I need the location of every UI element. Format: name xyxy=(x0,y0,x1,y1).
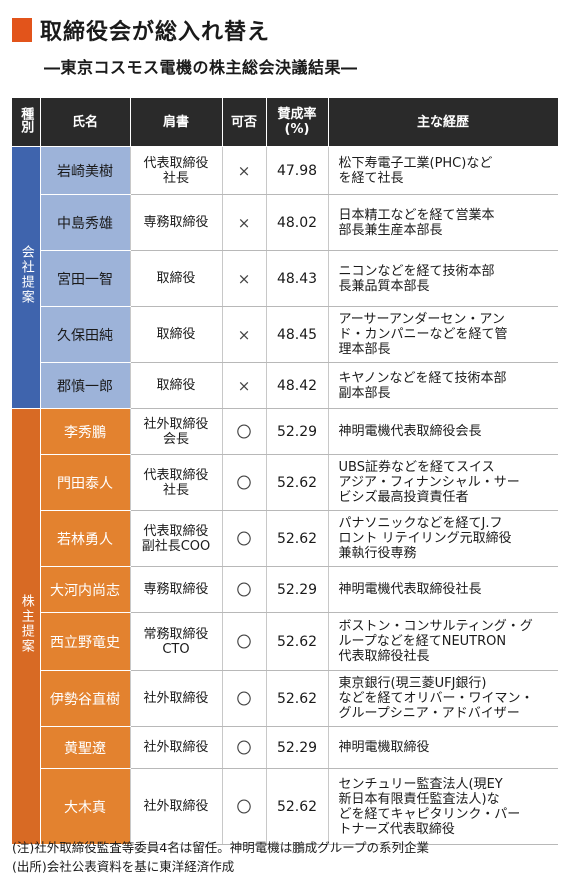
header-position: 肩書 xyxy=(130,98,223,147)
career-summary: 神明電機取締役 xyxy=(327,726,558,769)
director-name: 岩崎美樹 xyxy=(39,146,130,195)
category-company-proposal: 会社提案 xyxy=(12,146,40,409)
page-subtitle: ―東京コスモス電機の株主総会決議結果― xyxy=(44,58,358,77)
director-position: 常務取締役 CTO xyxy=(129,612,222,671)
table-row: 宮田一智 取締役 × 48.43 ニコンなどを経て技術本部 長兼品質本部長 xyxy=(12,250,558,307)
resolution-results-table: 種別 氏名 肩書 可否 賛成率 (%) 主な経歴 会社提案 岩崎美樹 代表取締役 社… xyxy=(12,98,559,845)
director-name: 門田泰人 xyxy=(39,454,130,511)
header-vote: 可否 xyxy=(222,98,267,147)
career-summary: センチュリー監査法人(現EY 新日本有限責任監査法人)な どを経てキャピタリンク… xyxy=(327,768,558,845)
career-summary: 日本精工などを経て営業本 部長兼生産本部長 xyxy=(327,194,558,251)
director-position: 取締役 xyxy=(129,306,222,363)
header-category: 種別 xyxy=(12,98,41,147)
director-name: 中島秀雄 xyxy=(39,194,130,251)
vote-result: 〇 xyxy=(221,670,266,727)
approval-rate: 52.62 xyxy=(265,768,328,845)
title-square-mark xyxy=(12,18,32,42)
director-position: 社外取締役 xyxy=(129,670,222,727)
director-name: 伊勢谷直樹 xyxy=(39,670,130,727)
table-row: 門田泰人 代表取締役 社長〇 52.62 UBS証券などを経てスイス アジア・フィナン… xyxy=(12,454,558,511)
director-name: 宮田一智 xyxy=(39,250,130,307)
table-row: 郡慎一郎 取締役 × 48.42 キヤノンなどを経て技術本部 副本部長 xyxy=(12,362,558,409)
vote-result: 〇 xyxy=(221,726,266,769)
director-position: 社外取締役 会長 xyxy=(129,408,222,455)
director-name: 大木真 xyxy=(39,768,130,845)
vote-result: 〇 xyxy=(221,454,266,511)
table-row: 西立野竜史 常務取締役 CTO 〇 52.62 ボストン・コンサルティング・グ ループな… xyxy=(12,612,558,671)
approval-rate: 52.62 xyxy=(265,612,328,671)
approval-rate: 52.62 xyxy=(265,454,328,511)
vote-result: × xyxy=(221,306,266,363)
career-summary: アーサーアンダーセン・アン ド・カンパニーなどを経て管 理本部長 xyxy=(327,306,558,363)
director-name: 西立野竜史 xyxy=(39,612,130,671)
director-name: 郡慎一郎 xyxy=(39,362,130,409)
header-name: 氏名 xyxy=(40,98,131,147)
director-position: 代表取締役 社長 xyxy=(129,146,222,195)
table-header-row: 種別 氏名 肩書 可否 賛成率 (%) 主な経歴 xyxy=(12,98,559,147)
table-row: 中島秀雄 専務取締役 × 48.02 日本精工などを経て営業本 部長兼生産本部長 xyxy=(12,194,558,251)
director-name: 黄聖遼 xyxy=(39,726,130,769)
director-name: 大河内尚志 xyxy=(39,566,130,613)
footnotes: (注)社外取締役監査等委員4名は留任。神明電機は鵬成グループの系列企業 (出所)… xyxy=(12,838,429,876)
footnote-note: (注)社外取締役監査等委員4名は留任。神明電機は鵬成グループの系列企業 xyxy=(12,840,429,855)
footnote-source: (出所)会社公表資料を基に東洋経済作成 xyxy=(12,859,235,874)
career-summary: キヤノンなどを経て技術本部 副本部長 xyxy=(327,362,558,409)
vote-result: 〇 xyxy=(221,566,266,613)
table-row: 会社提案 岩崎美樹 代表取締役 社長 × 47.98 松下寿電子工業(PHC)など を経て… xyxy=(12,146,558,409)
vote-result: × xyxy=(221,146,266,195)
vote-result: 〇 xyxy=(221,768,266,845)
career-summary: 神明電機代表取締役会長 xyxy=(327,408,558,455)
vote-result: × xyxy=(221,362,266,409)
career-summary: パナソニックなどを経てJ.フ ロント リテイリング元取締役 兼執行役専務 xyxy=(327,510,558,567)
vote-result: 〇 xyxy=(221,510,266,567)
table-row: 若林勇人 代表取締役 副社長COO 〇 52.62 パナソニックなどを経てJ.フ ロント… xyxy=(12,510,558,567)
table-row: 伊勢谷直樹 社外取締役〇 52.62 東京銀行(現三菱UFJ銀行) などを経てオリバー… xyxy=(12,670,558,727)
director-position: 専務取締役 xyxy=(129,566,222,613)
approval-rate: 52.62 xyxy=(265,670,328,727)
title-block: 取締役会が総入れ替え xyxy=(12,14,270,46)
approval-rate: 47.98 xyxy=(265,146,328,195)
career-summary: 神明電機代表取締役社長 xyxy=(327,566,558,613)
category-shareholder-proposal: 株主提案 xyxy=(12,408,40,845)
approval-rate: 48.43 xyxy=(265,250,328,307)
director-name: 李秀鵬 xyxy=(39,408,130,455)
approval-rate: 52.29 xyxy=(265,726,328,769)
career-summary: 松下寿電子工業(PHC)など を経て社長 xyxy=(327,146,558,195)
approval-rate: 52.29 xyxy=(265,566,328,613)
approval-rate: 48.02 xyxy=(265,194,328,251)
table-row: 黄聖遼 社外取締役〇 52.29 神明電機取締役 xyxy=(12,726,558,769)
director-position: 専務取締役 xyxy=(129,194,222,251)
approval-rate: 48.42 xyxy=(265,362,328,409)
vote-result: × xyxy=(221,250,266,307)
approval-rate: 52.62 xyxy=(265,510,328,567)
header-career: 主な経歴 xyxy=(328,98,559,147)
approval-rate: 52.29 xyxy=(265,408,328,455)
director-position: 代表取締役 副社長COO xyxy=(129,510,222,567)
director-position: 取締役 xyxy=(129,250,222,307)
table-row: 久保田純 取締役 × 48.45 アーサーアンダーセン・アン ド・カンパニーなどを経て管… xyxy=(12,306,558,363)
career-summary: UBS証券などを経てスイス アジア・フィナンシャル・サー ビシズ最高投資責任者 xyxy=(327,454,558,511)
vote-result: 〇 xyxy=(221,408,266,455)
career-summary: ニコンなどを経て技術本部 長兼品質本部長 xyxy=(327,250,558,307)
career-summary: 東京銀行(現三菱UFJ銀行) などを経てオリバー・ワイマン・ グループシニア・ア… xyxy=(327,670,558,727)
table-row: 大木真 社外取締役〇 52.62 センチュリー監査法人(現EY 新日本有限責任監査法人… xyxy=(12,768,558,845)
director-name: 久保田純 xyxy=(39,306,130,363)
table-row: 株主提案 李秀鵬 社外取締役 会長〇 52.29 神明電機代表取締役会長 xyxy=(12,408,558,845)
director-position: 取締役 xyxy=(129,362,222,409)
header-approval-rate: 賛成率 (%) xyxy=(266,98,329,147)
vote-result: × xyxy=(221,194,266,251)
director-position: 社外取締役 xyxy=(129,768,222,845)
career-summary: ボストン・コンサルティング・グ ループなどを経てNEUTRON 代表取締役社長 xyxy=(327,612,558,671)
page-title: 取締役会が総入れ替え xyxy=(40,20,271,45)
vote-result: 〇 xyxy=(221,612,266,671)
table-row: 大河内尚志 専務取締役〇 52.29 神明電機代表取締役社長 xyxy=(12,566,558,613)
approval-rate: 48.45 xyxy=(265,306,328,363)
director-position: 社外取締役 xyxy=(129,726,222,769)
director-name: 若林勇人 xyxy=(39,510,130,567)
director-position: 代表取締役 社長 xyxy=(129,454,222,511)
